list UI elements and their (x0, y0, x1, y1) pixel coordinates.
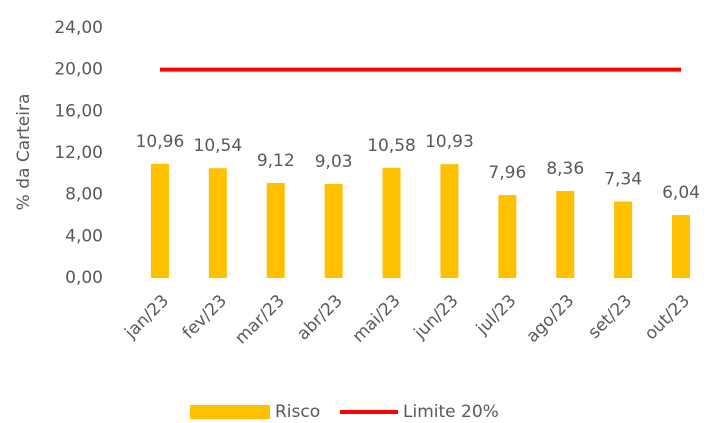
y-axis-label: % da Carteira (14, 94, 34, 211)
data-label: 10,54 (194, 136, 243, 156)
x-tick-label: fev/23 (179, 291, 231, 343)
y-tick-label: 4,00 (65, 226, 103, 246)
x-tick-label: mai/23 (349, 291, 405, 347)
y-tick-label: 12,00 (54, 143, 103, 163)
y-tick-label: 20,00 (54, 60, 103, 80)
bar (672, 215, 691, 278)
data-label: 10,58 (367, 136, 416, 156)
y-tick-label: 16,00 (54, 101, 103, 121)
x-tick-label: ago/23 (522, 291, 578, 347)
x-tick-label: out/23 (641, 291, 694, 344)
x-tick-label: jul/23 (472, 291, 521, 340)
x-tick-label: jun/23 (410, 291, 463, 344)
x-tick-label: jan/23 (120, 291, 173, 344)
bar (150, 163, 169, 278)
bar (440, 164, 459, 278)
x-tick-label: abr/23 (293, 291, 346, 344)
bar (556, 190, 575, 278)
y-tick-label: 0,00 (65, 268, 103, 288)
bar (498, 195, 517, 278)
bar (208, 168, 227, 278)
data-label: 9,12 (257, 151, 295, 171)
data-label: 9,03 (315, 152, 353, 172)
y-tick-label: 8,00 (65, 185, 103, 205)
data-label: 10,93 (425, 132, 474, 152)
y-tick-label: 24,00 (54, 18, 103, 38)
x-tick-label: set/23 (584, 291, 636, 343)
bar (382, 167, 401, 278)
bar (266, 183, 285, 278)
legend-swatch (190, 405, 270, 419)
bar (614, 201, 633, 278)
data-label: 10,96 (136, 132, 185, 152)
legend-label: Risco (275, 402, 320, 422)
legend-label: Limite 20% (403, 402, 499, 422)
data-label: 7,96 (488, 163, 526, 183)
data-label: 8,36 (546, 159, 584, 179)
bar (324, 183, 343, 278)
data-label: 6,04 (662, 183, 700, 203)
x-tick-label: mar/23 (231, 291, 289, 349)
data-label: 7,34 (604, 170, 642, 190)
